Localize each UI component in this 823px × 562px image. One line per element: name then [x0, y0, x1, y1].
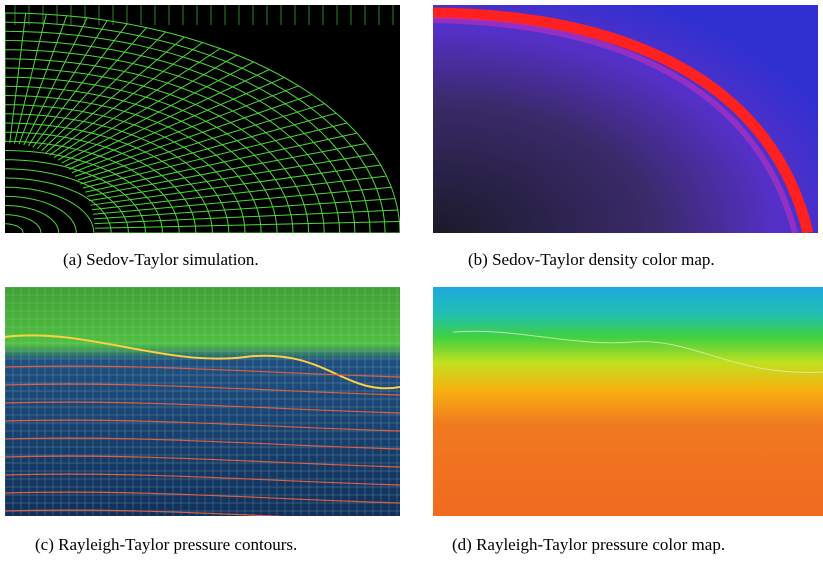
caption-a: (a) Sedov-Taylor simulation.: [63, 250, 259, 270]
panel-d-image: [433, 287, 823, 516]
caption-c: (c) Rayleigh-Taylor pressure contours.: [35, 535, 297, 555]
panel-c-image: [5, 287, 400, 516]
caption-d: (d) Rayleigh-Taylor pressure color map.: [452, 535, 725, 555]
panel-b-image: [433, 5, 818, 233]
panel-a-image: [5, 5, 400, 233]
figure-page: (a) Sedov-Taylor simulation. (b) Sedov-T…: [0, 0, 823, 562]
caption-b: (b) Sedov-Taylor density color map.: [468, 250, 715, 270]
